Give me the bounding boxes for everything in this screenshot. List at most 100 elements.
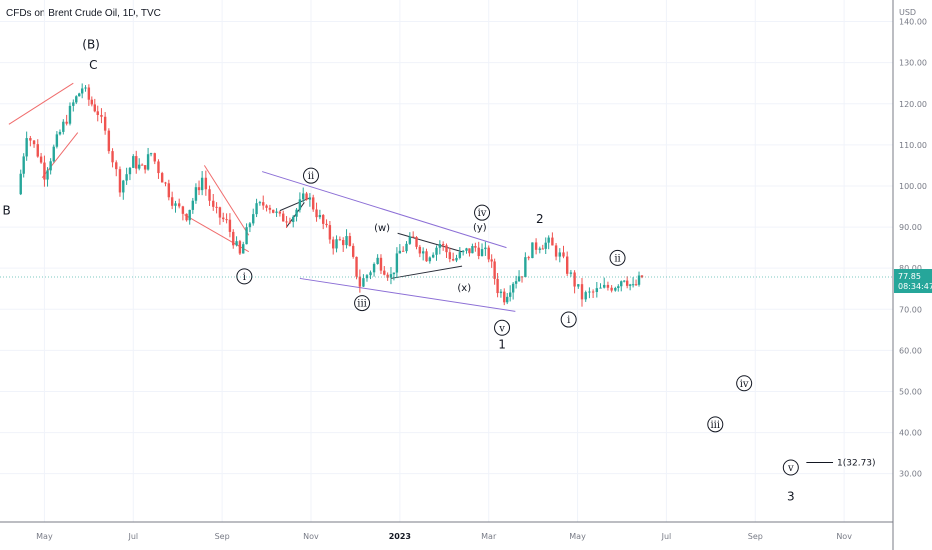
candle-body bbox=[573, 272, 576, 287]
candle-body bbox=[623, 280, 626, 282]
candle-body bbox=[285, 221, 288, 223]
candle-body bbox=[140, 164, 144, 166]
wave-label: C bbox=[89, 58, 97, 72]
x-tick-label: Jul bbox=[661, 532, 672, 541]
candle-body bbox=[584, 292, 587, 300]
candle-body bbox=[620, 281, 623, 287]
candle-body bbox=[318, 215, 322, 218]
y-tick-label: 40.00 bbox=[899, 429, 922, 438]
candle-body bbox=[308, 197, 312, 200]
candle-body bbox=[386, 274, 389, 278]
candle-body bbox=[138, 164, 141, 169]
candle-body bbox=[49, 161, 52, 171]
x-tick-label: May bbox=[36, 532, 53, 541]
candle-body bbox=[107, 130, 111, 152]
candle-body bbox=[376, 257, 379, 264]
candle-body bbox=[90, 99, 94, 105]
candle-body bbox=[84, 87, 87, 89]
candle-body bbox=[603, 284, 606, 288]
candle-body bbox=[132, 156, 135, 168]
candle-body bbox=[562, 252, 565, 257]
candle-body bbox=[455, 257, 458, 261]
candle-body bbox=[153, 153, 156, 162]
candle-body bbox=[458, 252, 462, 258]
candle-body bbox=[408, 236, 412, 244]
candle-body bbox=[506, 296, 509, 303]
wave-circled-label: ii bbox=[614, 253, 620, 264]
candle-body bbox=[188, 209, 191, 221]
wave-circled-label: iv bbox=[478, 208, 487, 219]
candle-body bbox=[174, 203, 177, 206]
candle-body bbox=[401, 250, 405, 252]
candle-body bbox=[588, 291, 591, 293]
candle-body bbox=[75, 96, 78, 103]
wave-circle bbox=[302, 167, 319, 184]
candle-body bbox=[544, 242, 547, 249]
candle-body bbox=[204, 177, 208, 190]
candle-body bbox=[93, 104, 96, 112]
candle-body bbox=[200, 177, 204, 191]
candle-body bbox=[398, 250, 402, 254]
candle-body bbox=[191, 200, 195, 210]
wave-circle bbox=[609, 249, 626, 266]
grid-layer bbox=[0, 0, 893, 522]
candle-body bbox=[389, 274, 393, 278]
candle-body bbox=[255, 203, 258, 215]
x-tick-label: Jul bbox=[127, 532, 138, 541]
candle-body bbox=[355, 256, 358, 277]
y-tick-label: 120.00 bbox=[899, 100, 927, 109]
candle-body bbox=[631, 284, 635, 286]
x-tick-label: 2023 bbox=[389, 532, 411, 541]
candle-body bbox=[538, 248, 541, 250]
candle-body bbox=[111, 151, 114, 163]
candle-body bbox=[531, 242, 534, 259]
wave-label: (w) bbox=[374, 223, 390, 234]
trend-line bbox=[299, 277, 516, 312]
candle-body bbox=[87, 87, 91, 100]
candle-body bbox=[65, 121, 68, 124]
wave-circle bbox=[782, 459, 799, 476]
candle-body bbox=[438, 244, 442, 248]
chart-title: CFDs on Brent Crude Oil, 1D, TVC bbox=[6, 8, 161, 19]
candle-body bbox=[238, 241, 242, 254]
y-tick-label: 90.00 bbox=[899, 223, 922, 232]
candle-body bbox=[534, 242, 538, 250]
candle-body bbox=[524, 257, 527, 278]
candle-body bbox=[634, 284, 638, 286]
candle-body bbox=[451, 259, 455, 261]
wave-circle bbox=[236, 268, 253, 285]
candle-body bbox=[383, 270, 386, 275]
x-tick-label: Sep bbox=[215, 532, 230, 541]
candle-body bbox=[25, 138, 28, 157]
candle-body bbox=[547, 237, 550, 243]
candle-body bbox=[170, 197, 174, 206]
candle-body bbox=[177, 203, 181, 207]
candle-body bbox=[565, 256, 569, 274]
candle-body bbox=[338, 239, 342, 241]
candle-body bbox=[235, 241, 238, 246]
candle-body bbox=[421, 251, 425, 254]
trend-line bbox=[184, 214, 250, 253]
wave-circled-label: v bbox=[787, 463, 794, 474]
candle-body bbox=[149, 153, 153, 155]
candle-body bbox=[514, 281, 518, 284]
candle-body bbox=[461, 250, 465, 253]
candle-body bbox=[617, 286, 620, 288]
candle-body bbox=[625, 280, 629, 286]
candle-body bbox=[342, 239, 345, 246]
candle-body bbox=[379, 257, 383, 271]
candle-body bbox=[72, 102, 75, 106]
y-tick-label: 130.00 bbox=[899, 59, 927, 68]
candle-body bbox=[369, 272, 372, 276]
trend-line bbox=[279, 197, 309, 212]
candle-body bbox=[242, 244, 245, 254]
candle-body bbox=[232, 231, 235, 246]
candle-body bbox=[352, 245, 355, 257]
candle-body bbox=[78, 93, 81, 97]
candle-body bbox=[606, 284, 610, 288]
candle-body bbox=[32, 140, 36, 145]
candle-body bbox=[599, 287, 602, 289]
candle-body bbox=[325, 223, 328, 226]
candle-body bbox=[428, 257, 432, 262]
